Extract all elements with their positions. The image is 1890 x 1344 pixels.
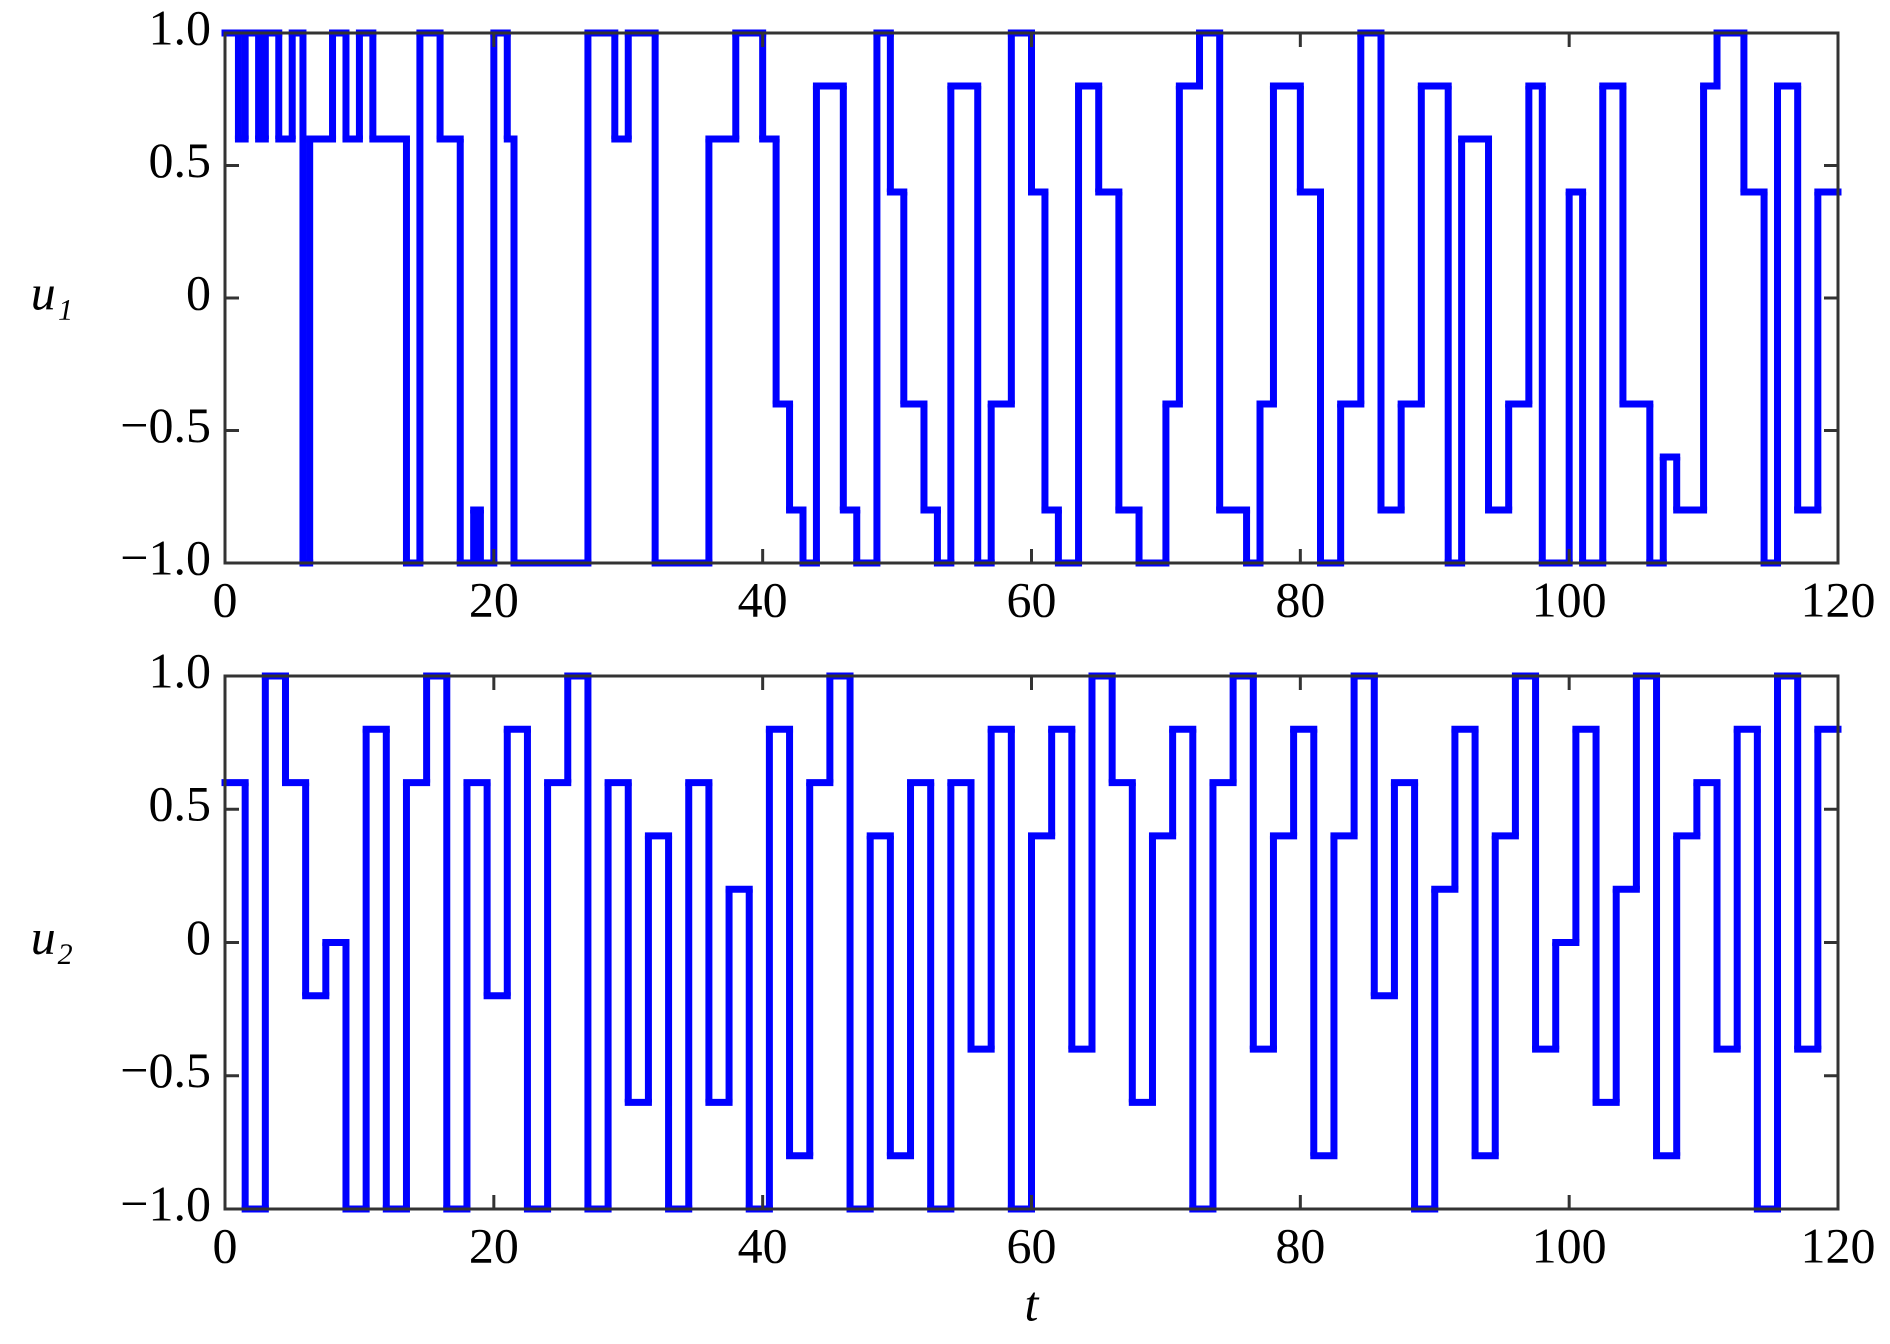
x-tick-label: 0	[213, 1217, 238, 1273]
y-tick-label: 0.5	[149, 776, 212, 832]
x-tick-label: 100	[1532, 1217, 1607, 1273]
y-tick-label: 0	[186, 909, 211, 965]
x-tick-label: 60	[1007, 571, 1057, 627]
y-tick-label: −1.0	[120, 1175, 211, 1231]
y-tick-label: 1.0	[149, 0, 212, 55]
x-axis-label: t	[1025, 1275, 1040, 1331]
x-tick-label: 80	[1275, 1217, 1325, 1273]
x-tick-label: 20	[469, 571, 519, 627]
y-tick-label: −0.5	[120, 397, 211, 453]
x-tick-label: 40	[738, 571, 788, 627]
y-tick-label: 1.0	[149, 642, 212, 698]
x-tick-label: 40	[738, 1217, 788, 1273]
x-tick-label: 80	[1275, 571, 1325, 627]
x-tick-label: 0	[213, 571, 238, 627]
y-tick-label: 0.5	[149, 132, 212, 188]
y-axis-label: u₁	[31, 264, 73, 320]
y-tick-label: −1.0	[120, 529, 211, 585]
y-tick-label: −0.5	[120, 1042, 211, 1098]
x-tick-label: 60	[1007, 1217, 1057, 1273]
y-tick-label: 0	[186, 264, 211, 320]
y-axis-label: u₂	[31, 909, 73, 965]
x-tick-label: 120	[1801, 571, 1876, 627]
x-tick-label: 100	[1532, 571, 1607, 627]
x-tick-label: 20	[469, 1217, 519, 1273]
x-tick-label: 120	[1801, 1217, 1876, 1273]
